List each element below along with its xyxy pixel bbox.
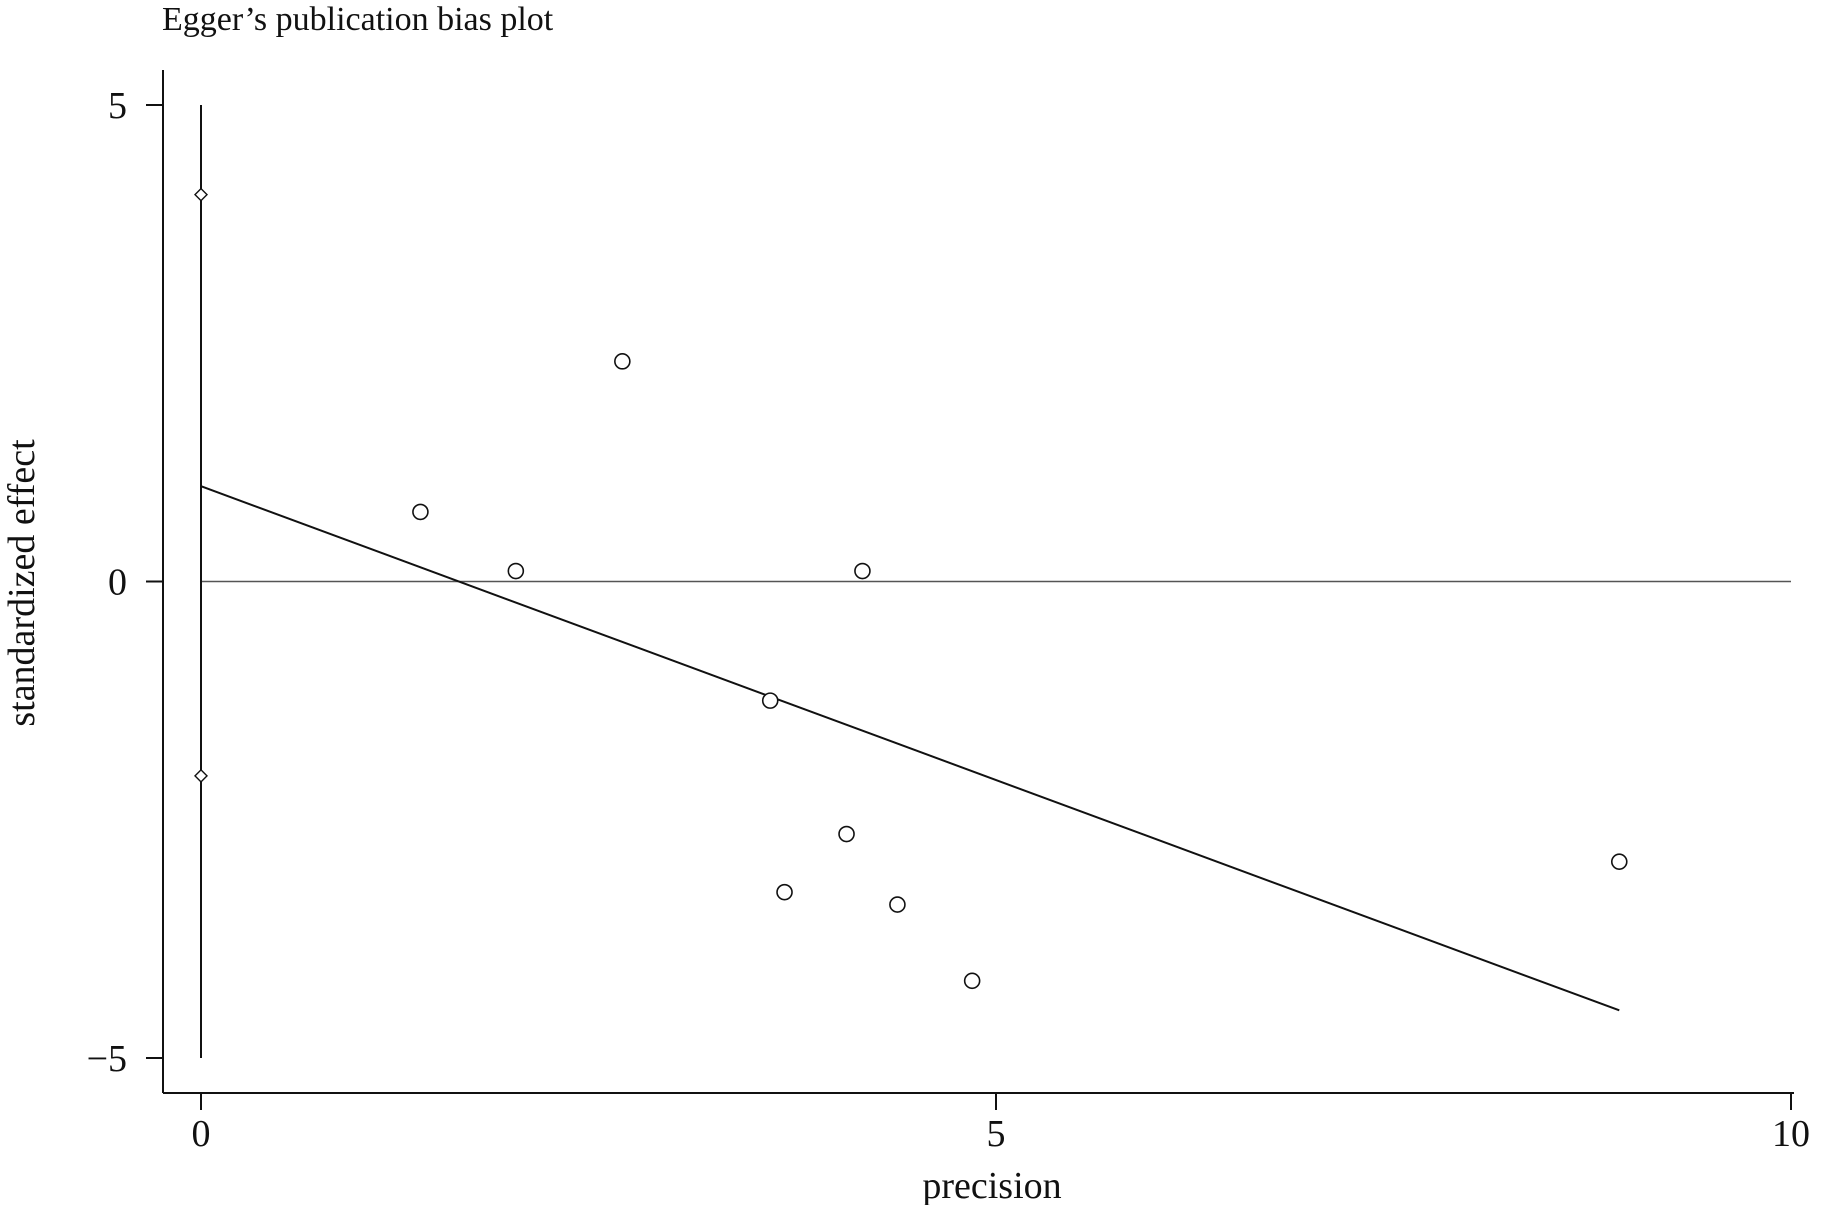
intercept-ci-marker xyxy=(194,187,208,202)
x-tick-label: 10 xyxy=(1772,1113,1810,1155)
data-point xyxy=(761,692,779,709)
data-point xyxy=(412,503,429,521)
y-axis: −5 0 5 xyxy=(87,85,163,1080)
y-tick-label: −5 xyxy=(87,1038,127,1080)
x-tick-label: 0 xyxy=(192,1113,211,1155)
data-point xyxy=(776,883,793,901)
intercept-ci-marker xyxy=(194,768,208,783)
x-axis: 0 5 10 xyxy=(192,1093,1810,1155)
data-point xyxy=(614,353,631,370)
data-point xyxy=(963,972,981,990)
plot-marks xyxy=(194,105,1791,1058)
y-tick-label: 0 xyxy=(108,562,127,604)
x-tick-label: 5 xyxy=(987,1113,1006,1155)
y-tick-label: 5 xyxy=(108,85,127,127)
y-axis-label: standardized effect xyxy=(1,439,43,727)
data-point xyxy=(838,825,855,843)
data-point xyxy=(889,896,906,913)
data-point xyxy=(854,562,871,580)
x-axis-label: precision xyxy=(922,1165,1061,1205)
data-point xyxy=(507,562,525,580)
data-point xyxy=(1610,853,1628,870)
regression-line xyxy=(200,485,1620,1012)
chart-title: Egger’s publication bias plot xyxy=(162,1,554,38)
